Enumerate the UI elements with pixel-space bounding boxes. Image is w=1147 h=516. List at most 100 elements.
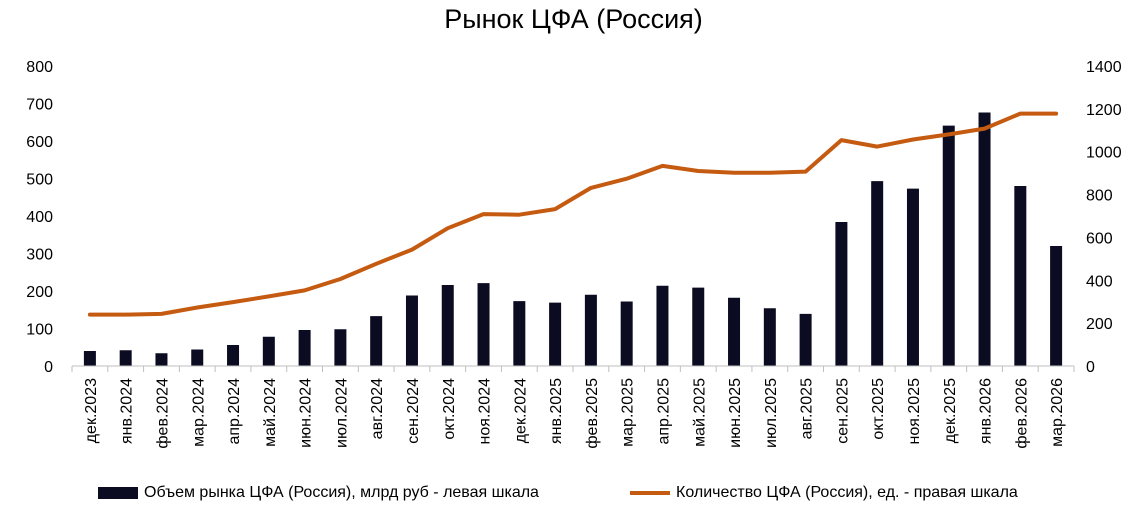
line-point	[769, 172, 771, 174]
line-point	[948, 133, 950, 135]
bar	[1014, 186, 1027, 366]
y-right-tick-label: 1200	[1086, 102, 1122, 119]
bar	[513, 301, 526, 366]
x-tick-label: окт.2025	[870, 378, 887, 440]
line-point	[554, 208, 556, 210]
x-tick-label: апр.2024	[226, 378, 243, 445]
line-point	[232, 301, 234, 303]
bar	[549, 302, 562, 366]
bar	[119, 350, 132, 366]
x-tick-label: сен.2025	[834, 378, 851, 444]
y-right-tick-label: 800	[1086, 188, 1113, 205]
line-point	[268, 295, 270, 297]
bar	[191, 349, 204, 366]
x-tick-label: апр.2025	[655, 378, 672, 445]
legend-label-bars: Объем рынка ЦФА (Россия), млрд руб - лев…	[144, 484, 539, 501]
x-tick-label: июн.2024	[298, 378, 315, 448]
legend-item-bars: Объем рынка ЦФА (Россия), млрд руб - лев…	[98, 484, 539, 502]
x-tick-label: янв.2025	[548, 378, 565, 444]
line-point	[339, 278, 341, 280]
bar	[763, 308, 776, 366]
x-tick-label: июн.2025	[727, 378, 744, 448]
x-tick-label: сен.2024	[405, 378, 422, 444]
y-right-tick-label: 0	[1086, 359, 1095, 376]
bar	[728, 297, 741, 366]
x-tick-label: ноя.2024	[477, 378, 494, 445]
x-tick-label: дек.2024	[512, 378, 529, 443]
y-right-tick-label: 1000	[1086, 145, 1122, 162]
x-tick-label: авг.2025	[799, 378, 816, 439]
line-point	[196, 307, 198, 308]
line-point	[160, 313, 162, 315]
y-right-tick-label: 1400	[1086, 59, 1122, 76]
bar	[1050, 246, 1063, 366]
bar	[835, 222, 848, 366]
y-left-tick-label: 0	[44, 359, 53, 376]
line-point	[1019, 113, 1021, 115]
line-point	[411, 249, 413, 251]
line-point	[733, 172, 735, 174]
y-left-tick-label: 700	[26, 97, 53, 114]
x-tick-label: мар.2026	[1049, 378, 1066, 447]
line-point	[661, 165, 663, 167]
x-tick-label: фев.2026	[1013, 378, 1030, 449]
line-point	[876, 146, 878, 148]
y-left-tick-label: 800	[26, 59, 53, 76]
line-point	[805, 171, 807, 173]
line-point	[304, 289, 306, 291]
x-tick-label: фев.2024	[154, 378, 171, 449]
x-tick-label: май.2024	[262, 378, 279, 447]
bar	[334, 329, 347, 366]
x-tick-label: янв.2024	[119, 378, 136, 444]
bar	[584, 294, 597, 366]
legend-label-line: Количество ЦФА (Россия), ед. - правая шк…	[676, 484, 1018, 501]
x-tick-label: июл.2024	[333, 378, 350, 448]
x-tick-label: мар.2025	[620, 378, 637, 447]
x-tick-label: ноя.2025	[906, 378, 923, 445]
legend-swatch-line	[630, 491, 670, 495]
line-point	[912, 139, 914, 140]
bar	[477, 283, 490, 366]
bar	[262, 336, 275, 366]
line-point	[840, 139, 842, 141]
y-left-tick-label: 600	[26, 134, 53, 151]
bar	[656, 285, 669, 366]
bar	[155, 353, 168, 366]
y-left-tick-label: 300	[26, 247, 53, 264]
line-series	[87, 111, 1059, 317]
bar	[620, 301, 633, 366]
x-tick-label: окт.2024	[441, 378, 458, 440]
chart-title: Рынок ЦФА (Россия)	[444, 4, 703, 34]
bar	[942, 125, 955, 366]
bar	[906, 188, 919, 366]
legend-swatch-bars	[98, 487, 138, 499]
bar	[83, 351, 96, 366]
bar	[298, 330, 311, 366]
line-point	[984, 128, 986, 130]
legend-item-line: Количество ЦФА (Россия), ед. - правая шк…	[630, 484, 1018, 502]
y-left-tick-label: 500	[26, 172, 53, 189]
line-point	[125, 314, 127, 316]
line-point	[1055, 113, 1057, 115]
x-tick-label: авг.2024	[369, 378, 386, 439]
line-point	[447, 227, 449, 229]
x-tick-label: мар.2024	[190, 378, 207, 447]
line-point	[626, 178, 628, 180]
bar	[227, 345, 240, 366]
y-left-tick-label: 200	[26, 284, 53, 301]
bar	[405, 295, 418, 366]
line-point	[89, 314, 91, 316]
bar	[692, 287, 705, 366]
x-tick-label: июл.2025	[763, 378, 780, 448]
bar	[799, 313, 812, 366]
y-right-tick-label: 400	[1086, 273, 1113, 290]
x-tick-label: дек.2023	[83, 378, 100, 443]
y-right-tick-label: 600	[1086, 230, 1113, 247]
x-tick-label: фев.2025	[584, 378, 601, 449]
bar	[441, 285, 454, 366]
bar	[978, 112, 991, 366]
bar	[370, 316, 383, 366]
line-point	[483, 213, 485, 215]
